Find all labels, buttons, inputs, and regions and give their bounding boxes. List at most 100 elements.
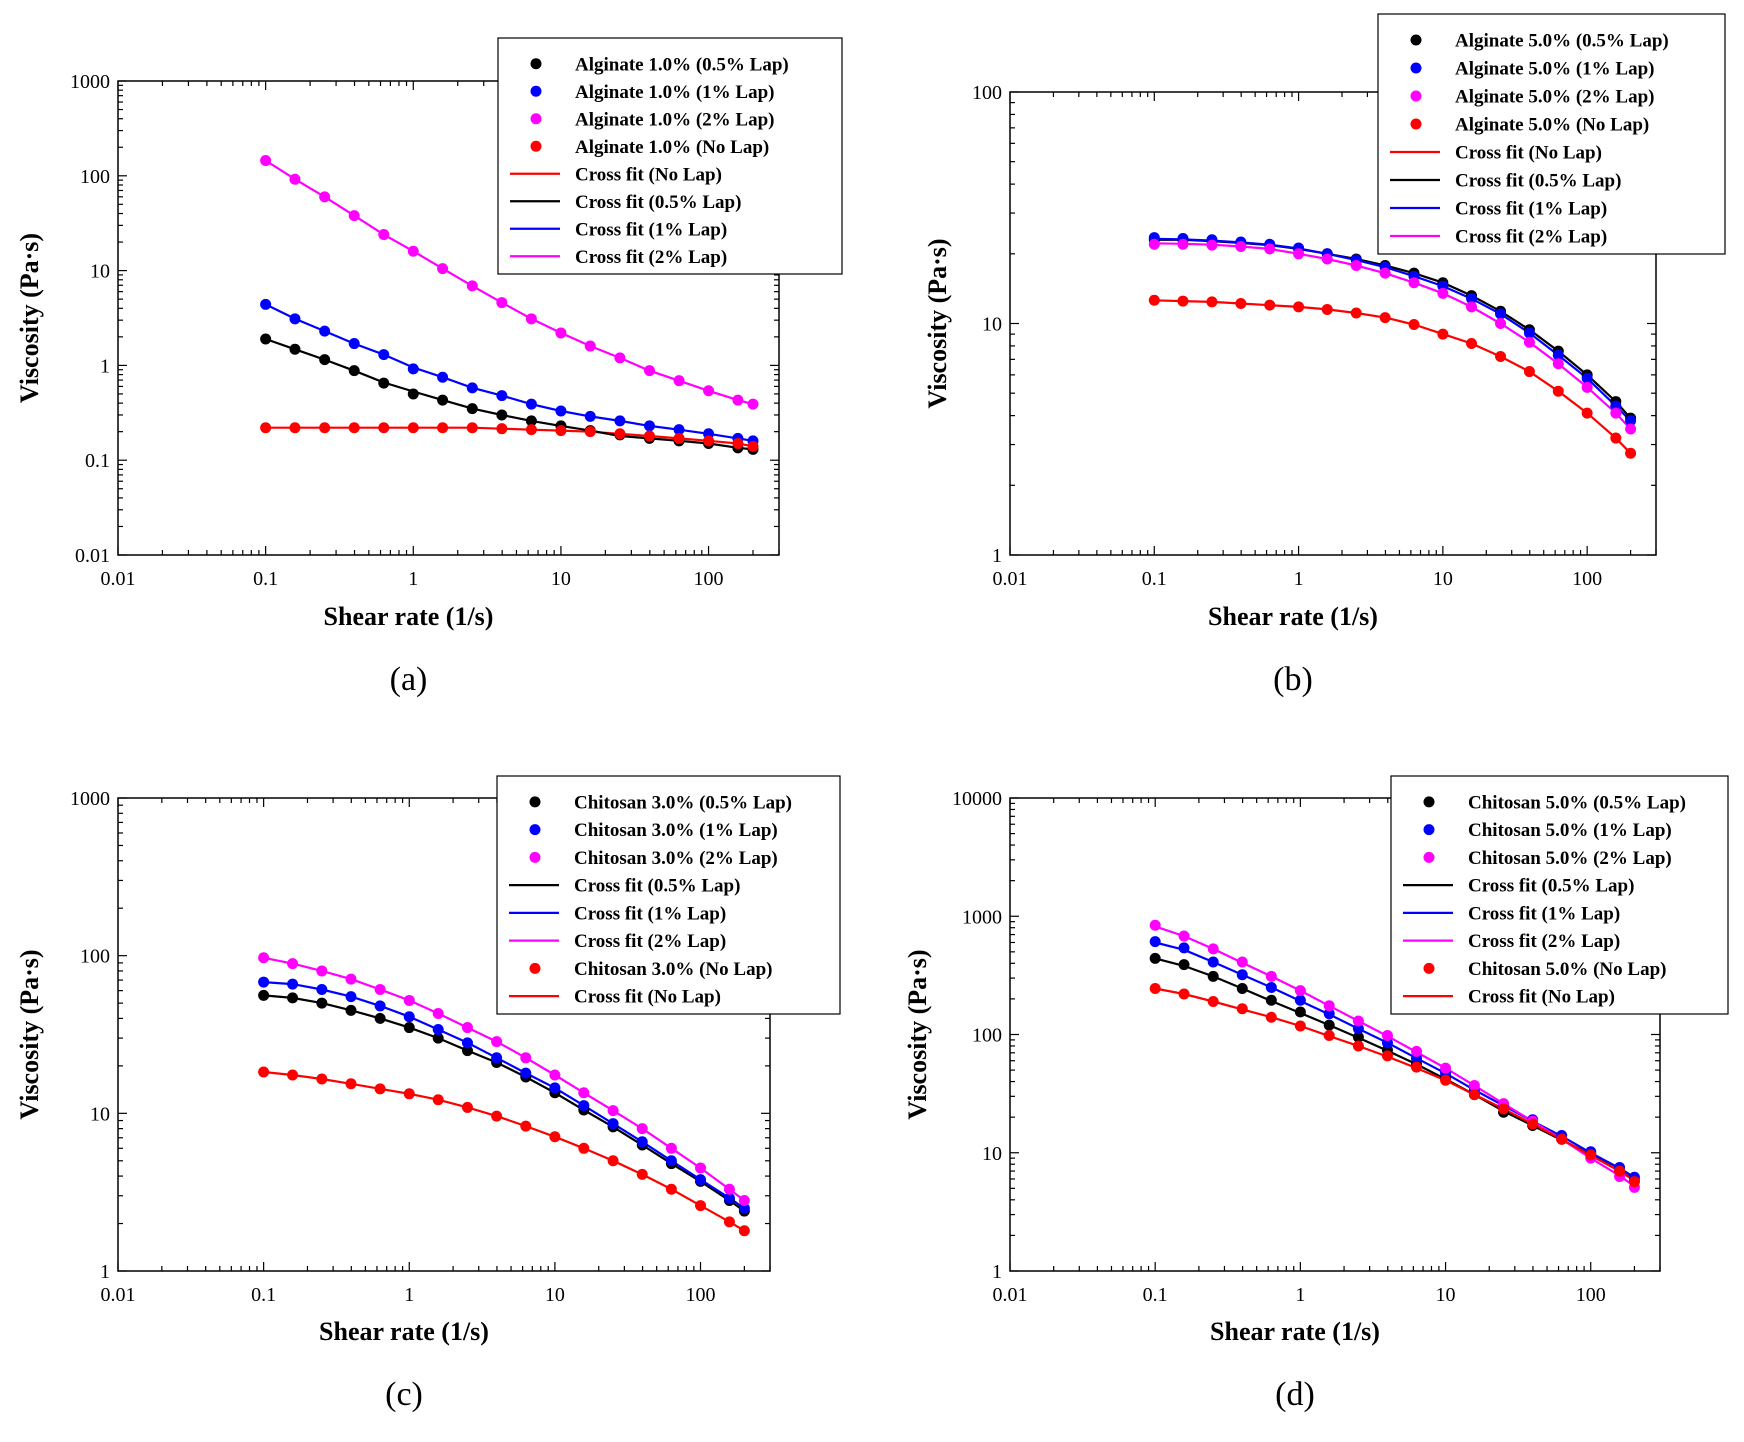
legend-label: Cross fit (2% Lap) [1468,931,1620,952]
data-point [1625,447,1637,459]
x-tick-label: 1 [1295,1284,1305,1306]
data-point [665,1155,677,1167]
data-point [584,410,596,422]
legend-label: Chitosan 3.0% (2% Lap) [574,848,778,869]
data-point [1625,423,1637,435]
legend-marker [1423,824,1435,836]
y-tick-label: 1 [992,1261,1002,1283]
data-point [1625,415,1637,427]
data-point [555,425,567,437]
data-point [1236,969,1248,981]
data-point [258,989,270,1001]
x-tick-label: 100 [1576,1284,1606,1306]
data-point [260,155,272,167]
data-point [491,1052,503,1064]
legend-label: Alginate 1.0% (0.5% Lap) [575,54,789,75]
data-point [584,340,596,352]
data-point [1149,982,1161,994]
fit-line-0 [1154,299,1632,455]
data-point [1265,1011,1277,1023]
x-tick-label: 10 [551,568,571,590]
series-3 [1149,982,1640,1188]
data-point [1294,994,1306,1006]
x-tick-label: 100 [686,1284,716,1306]
y-tick-label: 1000 [962,906,1002,928]
data-point [437,371,449,383]
data-point [703,385,715,397]
legend-label: Cross fit (1% Lap) [574,903,726,924]
data-point [695,1162,707,1174]
y-tick-label: 0.01 [75,545,110,567]
legend-label: Cross fit (2% Lap) [1455,227,1607,248]
data-point [1206,239,1218,251]
legend: Chitosan 5.0% (0.5% Lap) Chitosan 5.0% (1… [1390,775,1729,1015]
panel-label: (b) [1273,661,1313,698]
data-point [1352,1023,1364,1035]
data-points [1148,232,1637,459]
data-point [1552,358,1564,370]
data-point [636,1123,648,1135]
data-point [520,1120,532,1132]
panel-label: (c) [385,1376,423,1413]
series-3 [260,422,759,452]
data-point [555,405,567,417]
data-point [1321,253,1333,265]
data-point [407,388,419,400]
data-point [461,1037,473,1049]
fit-line-3 [1154,987,1635,1182]
data-point [287,958,299,970]
data-point [1265,994,1277,1006]
data-point [403,994,415,1006]
legend-label: Alginate 1.0% (1% Lap) [575,82,775,103]
x-tick-label: 100 [1572,568,1602,590]
data-point [374,1083,386,1095]
data-point [614,428,626,440]
series-1 [260,298,759,447]
legend-label: Cross fit (No Lap) [574,987,721,1008]
data-point [1265,970,1277,982]
data-point [345,991,357,1003]
x-tick-label: 0.1 [251,1284,276,1306]
data-point [1149,952,1161,964]
legend: Chitosan 3.0% (0.5% Lap) Chitosan 3.0% (1… [496,775,841,1015]
y-axis-label: Viscosity (Pa·s) [923,238,952,408]
data-point [643,430,655,442]
data-point [258,952,270,964]
data-point [461,1101,473,1113]
data-point [1323,1008,1335,1020]
data-point [1178,988,1190,1000]
x-axis-label: Shear rate (1/s) [1208,602,1378,631]
data-point [432,1032,444,1044]
data-point [738,1194,750,1206]
y-axis-label: Viscosity (Pa·s) [15,233,44,403]
data-point [549,1131,561,1143]
data-point [525,313,537,325]
x-tick-label: 1 [408,568,418,590]
y-tick-label: 10 [982,314,1002,336]
data-point [319,191,331,203]
series-3 [258,1066,750,1237]
data-point [496,297,508,309]
data-point [1437,287,1449,299]
data-point [695,1174,707,1186]
data-point [1323,1000,1335,1012]
panel-label: (a) [390,661,428,698]
data-point [287,992,299,1004]
data-points [1149,919,1640,1193]
data-point [1610,407,1622,419]
y-tick-label: 10 [90,261,110,283]
data-point [348,338,360,350]
data-point [578,1142,590,1154]
fit-line-1 [263,981,746,1210]
data-point [1379,312,1391,324]
x-tick-label: 0.1 [1143,1284,1168,1306]
legend-marker [1410,118,1422,130]
data-point [1381,1050,1393,1062]
data-point [1585,1149,1597,1161]
legend-label: Chitosan 3.0% (0.5% Lap) [574,792,792,813]
data-point [1148,294,1160,306]
legend-marker [1410,62,1422,74]
legend-label: Chitosan 5.0% (0.5% Lap) [1468,792,1686,813]
data-point [747,440,759,452]
data-point [1293,301,1305,313]
